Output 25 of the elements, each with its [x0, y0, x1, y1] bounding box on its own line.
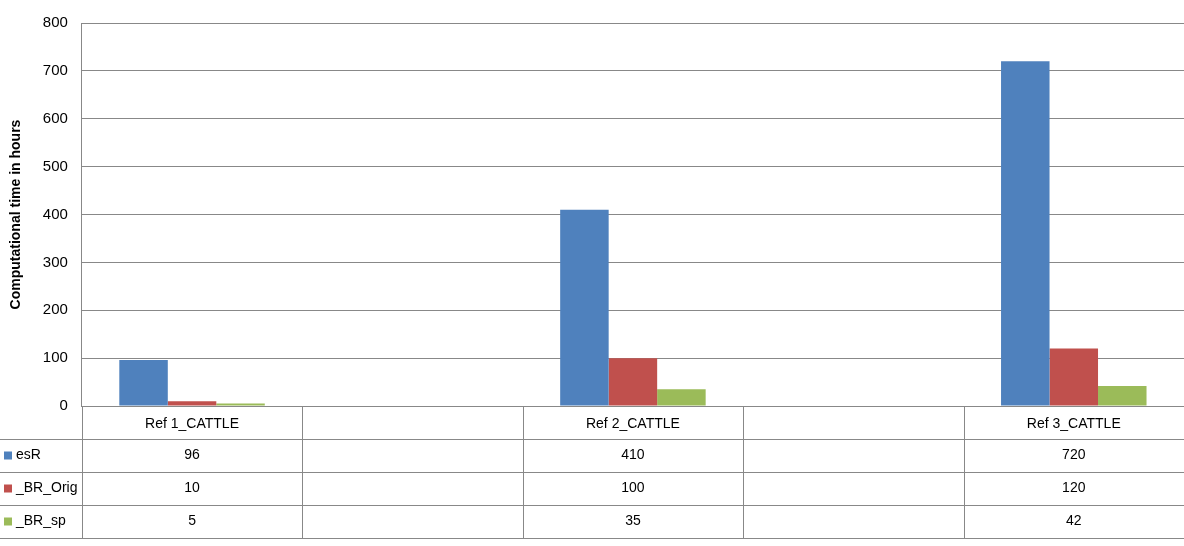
data-label: 5 [188, 512, 197, 529]
x-tick-label: Ref 2_CATTLE [585, 415, 680, 432]
legend-label: esR [16, 446, 41, 463]
legend-label: _BR_sp [15, 512, 67, 529]
y-tick-label: 300 [42, 252, 68, 270]
y-tick-label: 800 [42, 13, 68, 31]
y-tick-label: 0 [59, 396, 68, 414]
x-tick-label: Ref 1_CATTLE [145, 415, 239, 432]
y-tick-label: 100 [42, 348, 68, 366]
legend-label: _BR_Orig [15, 479, 78, 496]
x-tick-label: Ref 3_CATTLE [1026, 415, 1121, 432]
y-tick-label: 400 [42, 204, 68, 222]
data-label: 10 [184, 479, 201, 496]
y-tick-label: 200 [42, 300, 68, 318]
data-label: 120 [1062, 479, 1086, 496]
data-label: 720 [1062, 446, 1086, 463]
data-label: 42 [1065, 512, 1082, 529]
data-label: 410 [621, 446, 645, 463]
y-tick-label: 500 [42, 156, 68, 174]
y-tick-label: 600 [42, 108, 68, 126]
data-label: 35 [625, 512, 641, 529]
data-label: 96 [184, 446, 201, 463]
y-axis-title: Computational time in hours [7, 119, 24, 310]
data-label: 100 [621, 479, 645, 496]
y-tick-label: 700 [42, 61, 68, 79]
